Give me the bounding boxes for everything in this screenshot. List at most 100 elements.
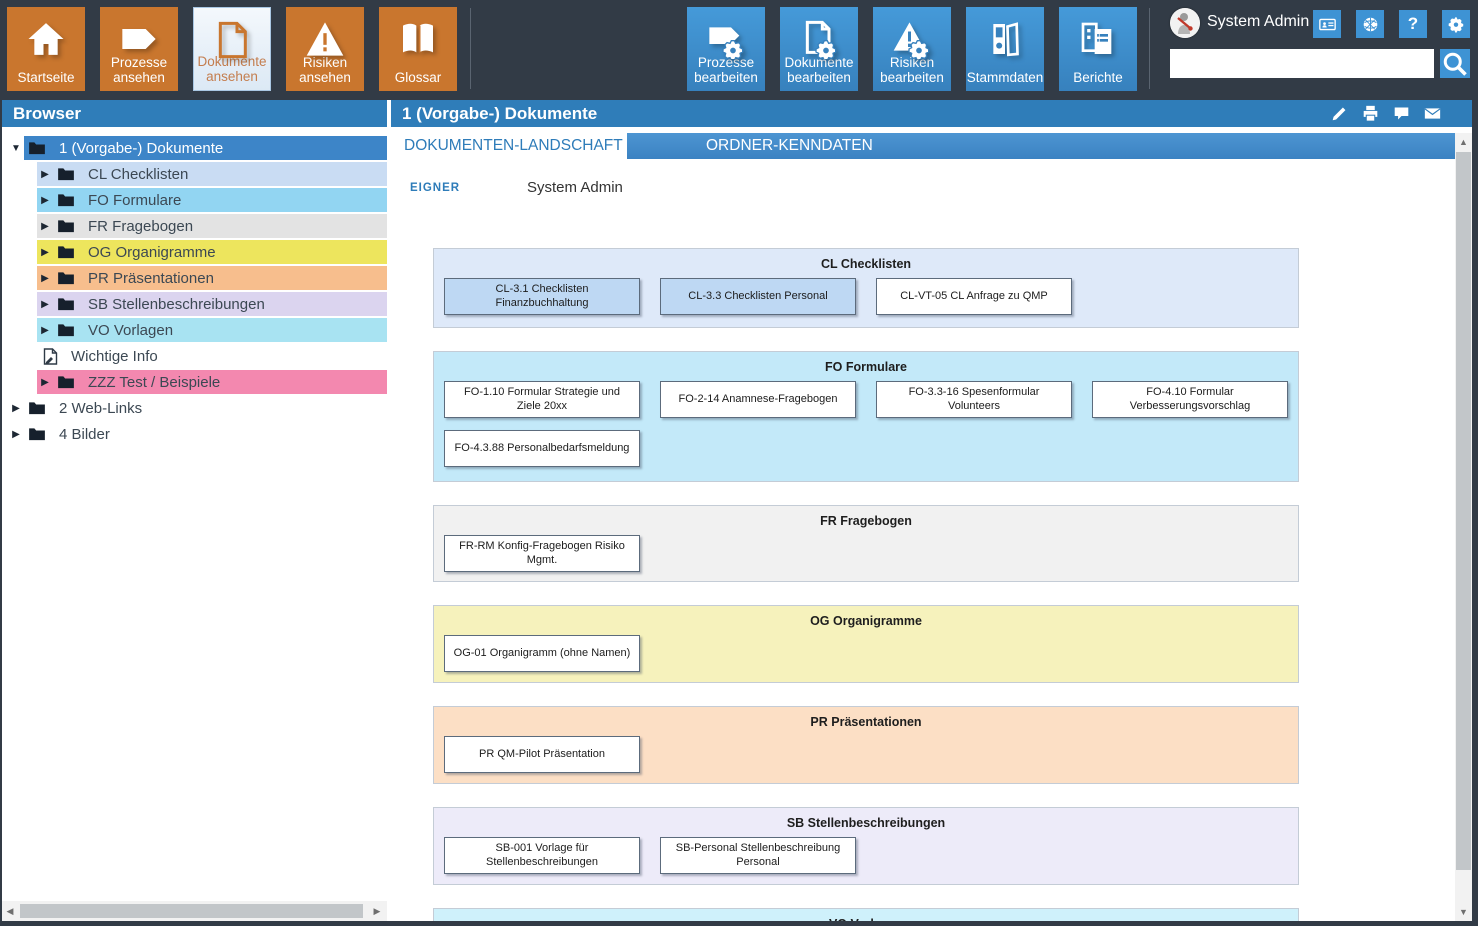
warning-triangle-icon — [305, 19, 345, 59]
expand-arrow-icon[interactable]: ▶ — [41, 272, 49, 284]
risiken-ansehen-button[interactable]: Risiken ansehen — [286, 7, 364, 91]
mail-icon[interactable] — [1424, 105, 1441, 122]
document-edit-icon — [43, 347, 58, 365]
prozesse-ansehen-button[interactable]: Prozesse ansehen — [100, 7, 178, 91]
tree-item-og-organigramme[interactable]: ▶ OG Organigramme — [2, 240, 387, 264]
dokumente-bearbeiten-button[interactable]: Dokumente bearbeiten — [780, 7, 858, 91]
toolbar-divider — [1149, 8, 1150, 89]
section-fo-formulare: FO Formulare FO-1.10 Formular Strategie … — [433, 351, 1299, 482]
document-button[interactable]: FO-4.10 Formular Verbesserungsvorschlag — [1092, 381, 1288, 418]
print-icon[interactable] — [1362, 105, 1379, 122]
process-tag-icon — [119, 19, 159, 59]
page-title: 1 (Vorgabe-) Dokumente — [402, 103, 598, 123]
folder-icon — [58, 376, 74, 389]
expand-arrow-icon[interactable]: ▶ — [41, 168, 49, 180]
document-button[interactable]: PR QM-Pilot Präsentation — [444, 736, 640, 773]
section-pr-praesentationen: PR Präsentationen PR QM-Pilot Präsentati… — [433, 706, 1299, 784]
tree-item-pr-praesentationen[interactable]: ▶ PR Präsentationen — [2, 266, 387, 290]
document-button[interactable]: FO-1.10 Formular Strategie und Ziele 20x… — [444, 381, 640, 418]
expand-arrow-icon[interactable]: ▶ — [41, 194, 49, 206]
tree-item-fr-fragebogen[interactable]: ▶ FR Fragebogen — [2, 214, 387, 238]
berichte-button[interactable]: Berichte — [1059, 7, 1137, 91]
main-title-bar: 1 (Vorgabe-) Dokumente — [391, 100, 1472, 127]
gear-icon-button[interactable] — [1442, 10, 1470, 38]
stammdaten-button[interactable]: Stammdaten — [966, 7, 1044, 91]
document-icon — [212, 20, 252, 60]
sidebar-horizontal-scrollbar[interactable]: ◀ ▶ — [2, 901, 387, 921]
risiken-bearbeiten-button[interactable]: Risiken bearbeiten — [873, 7, 951, 91]
edit-icon[interactable] — [1331, 105, 1348, 122]
tab-bar: DOKUMENTEN-LANDSCHAFT ORDNER-KENNDATEN — [391, 133, 1455, 159]
scrollbar-thumb[interactable] — [20, 904, 363, 918]
document-button[interactable]: OG-01 Organigramm (ohne Namen) — [444, 635, 640, 672]
tree-item-bilder[interactable]: ▶ 4 Bilder — [2, 422, 387, 446]
scroll-left-arrow-icon[interactable]: ◀ — [6, 905, 14, 916]
document-button[interactable]: FO-4.3.88 Personalbedarfsmeldung — [444, 430, 640, 467]
browser-panel: Browser ▼ 1 (Vorgabe-) Dokumente ▶ CL Ch… — [2, 100, 387, 921]
scrollbar-thumb[interactable] — [1456, 152, 1471, 870]
binder-icon — [985, 19, 1025, 59]
expand-arrow-icon[interactable]: ▶ — [41, 298, 49, 310]
document-button[interactable]: FO-2-14 Anamnese-Fragebogen — [660, 381, 856, 418]
folder-icon — [58, 246, 74, 259]
tree-item-zzz-test-beispiele[interactable]: ▶ ZZZ Test / Beispiele — [2, 370, 387, 394]
document-button[interactable]: CL-3.3 Checklisten Personal — [660, 278, 856, 315]
prozesse-bearbeiten-button[interactable]: Prozesse bearbeiten — [687, 7, 765, 91]
section-title: VO Vorlagen — [434, 909, 1298, 921]
section-title: FO Formulare — [825, 360, 907, 374]
tree-item-fo-formulare[interactable]: ▶ FO Formulare — [2, 188, 387, 212]
search-icon — [1443, 52, 1467, 76]
panel-divider — [387, 100, 391, 921]
comment-icon[interactable] — [1393, 105, 1410, 122]
tree-item-cl-checklisten[interactable]: ▶ CL Checklisten — [2, 162, 387, 186]
help-icon-button[interactable]: ? — [1399, 10, 1427, 38]
owner-value: System Admin — [527, 179, 623, 196]
folder-icon — [58, 168, 74, 181]
help-icon: ? — [1407, 14, 1419, 33]
gear-icon — [1448, 16, 1463, 33]
document-button[interactable]: FO-3.3-16 Spesenformular Volunteers — [876, 381, 1072, 418]
search-button[interactable] — [1440, 49, 1470, 78]
dokumente-ansehen-button[interactable]: Dokumente ansehen — [193, 7, 271, 91]
expand-arrow-icon[interactable]: ▶ — [41, 246, 49, 258]
id-card-icon-button[interactable] — [1313, 10, 1341, 38]
startseite-button[interactable]: Startseite — [7, 7, 85, 91]
scroll-up-arrow-icon[interactable]: ▲ — [1459, 137, 1468, 147]
document-gear-icon — [799, 19, 839, 59]
scroll-down-arrow-icon[interactable]: ▼ — [1459, 907, 1468, 917]
tree-item-vo-vorlagen[interactable]: ▶ VO Vorlagen — [2, 318, 387, 342]
tree-item-web-links[interactable]: ▶ 2 Web-Links — [2, 396, 387, 420]
document-button[interactable]: SB-Personal Stellenbeschreibung Personal — [660, 837, 856, 874]
tab-dokumenten-landschaft[interactable]: DOKUMENTEN-LANDSCHAFT — [391, 133, 627, 159]
section-vo-vorlagen: VO Vorlagen — [433, 908, 1299, 921]
avatar[interactable] — [1170, 8, 1200, 38]
search-input[interactable] — [1170, 49, 1434, 78]
expand-arrow-icon[interactable]: ▶ — [12, 428, 20, 440]
tree-item-wichtige-info[interactable]: Wichtige Info — [2, 344, 387, 368]
folder-icon — [58, 324, 74, 337]
globe-icon-button[interactable] — [1356, 10, 1384, 38]
section-title: SB Stellenbeschreibungen — [786, 816, 946, 830]
section-title: PR Präsentationen — [810, 715, 922, 729]
expand-arrow-icon[interactable]: ▶ — [41, 376, 49, 388]
toolbar-divider — [470, 8, 471, 89]
warning-gear-icon — [892, 19, 932, 59]
scroll-right-arrow-icon[interactable]: ▶ — [373, 905, 381, 916]
tree-item-vorgabe-dokumente[interactable]: ▼ 1 (Vorgabe-) Dokumente — [2, 136, 387, 160]
document-button[interactable]: SB-001 Vorlage für Stellenbeschreibungen — [444, 837, 640, 874]
document-button[interactable]: CL-VT-05 CL Anfrage zu QMP — [876, 278, 1072, 315]
main-panel: 1 (Vorgabe-) Dokumente DOKUMENTEN-LANDSC… — [391, 100, 1472, 921]
expand-arrow-icon[interactable]: ▶ — [41, 220, 49, 232]
browser-title: Browser — [13, 103, 82, 123]
content-vertical-scrollbar[interactable]: ▲ ▼ — [1455, 133, 1472, 921]
tab-ordner-kenndaten[interactable]: ORDNER-KENNDATEN — [706, 137, 873, 154]
glossar-button[interactable]: Glossar — [379, 7, 457, 91]
expand-arrow-icon[interactable]: ▶ — [12, 402, 20, 414]
document-button[interactable]: FR-RM Konfig-Fragebogen Risiko Mgmt. — [444, 535, 640, 572]
document-button[interactable]: CL-3.1 Checklisten Finanzbuchhaltung — [444, 278, 640, 315]
collapse-arrow-icon[interactable]: ▼ — [11, 142, 21, 154]
folder-icon — [29, 142, 45, 155]
tree-item-sb-stellenbeschreibungen[interactable]: ▶ SB Stellenbeschreibungen — [2, 292, 387, 316]
section-og-organigramme: OG Organigramme OG-01 Organigramm (ohne … — [433, 605, 1299, 683]
expand-arrow-icon[interactable]: ▶ — [41, 324, 49, 336]
